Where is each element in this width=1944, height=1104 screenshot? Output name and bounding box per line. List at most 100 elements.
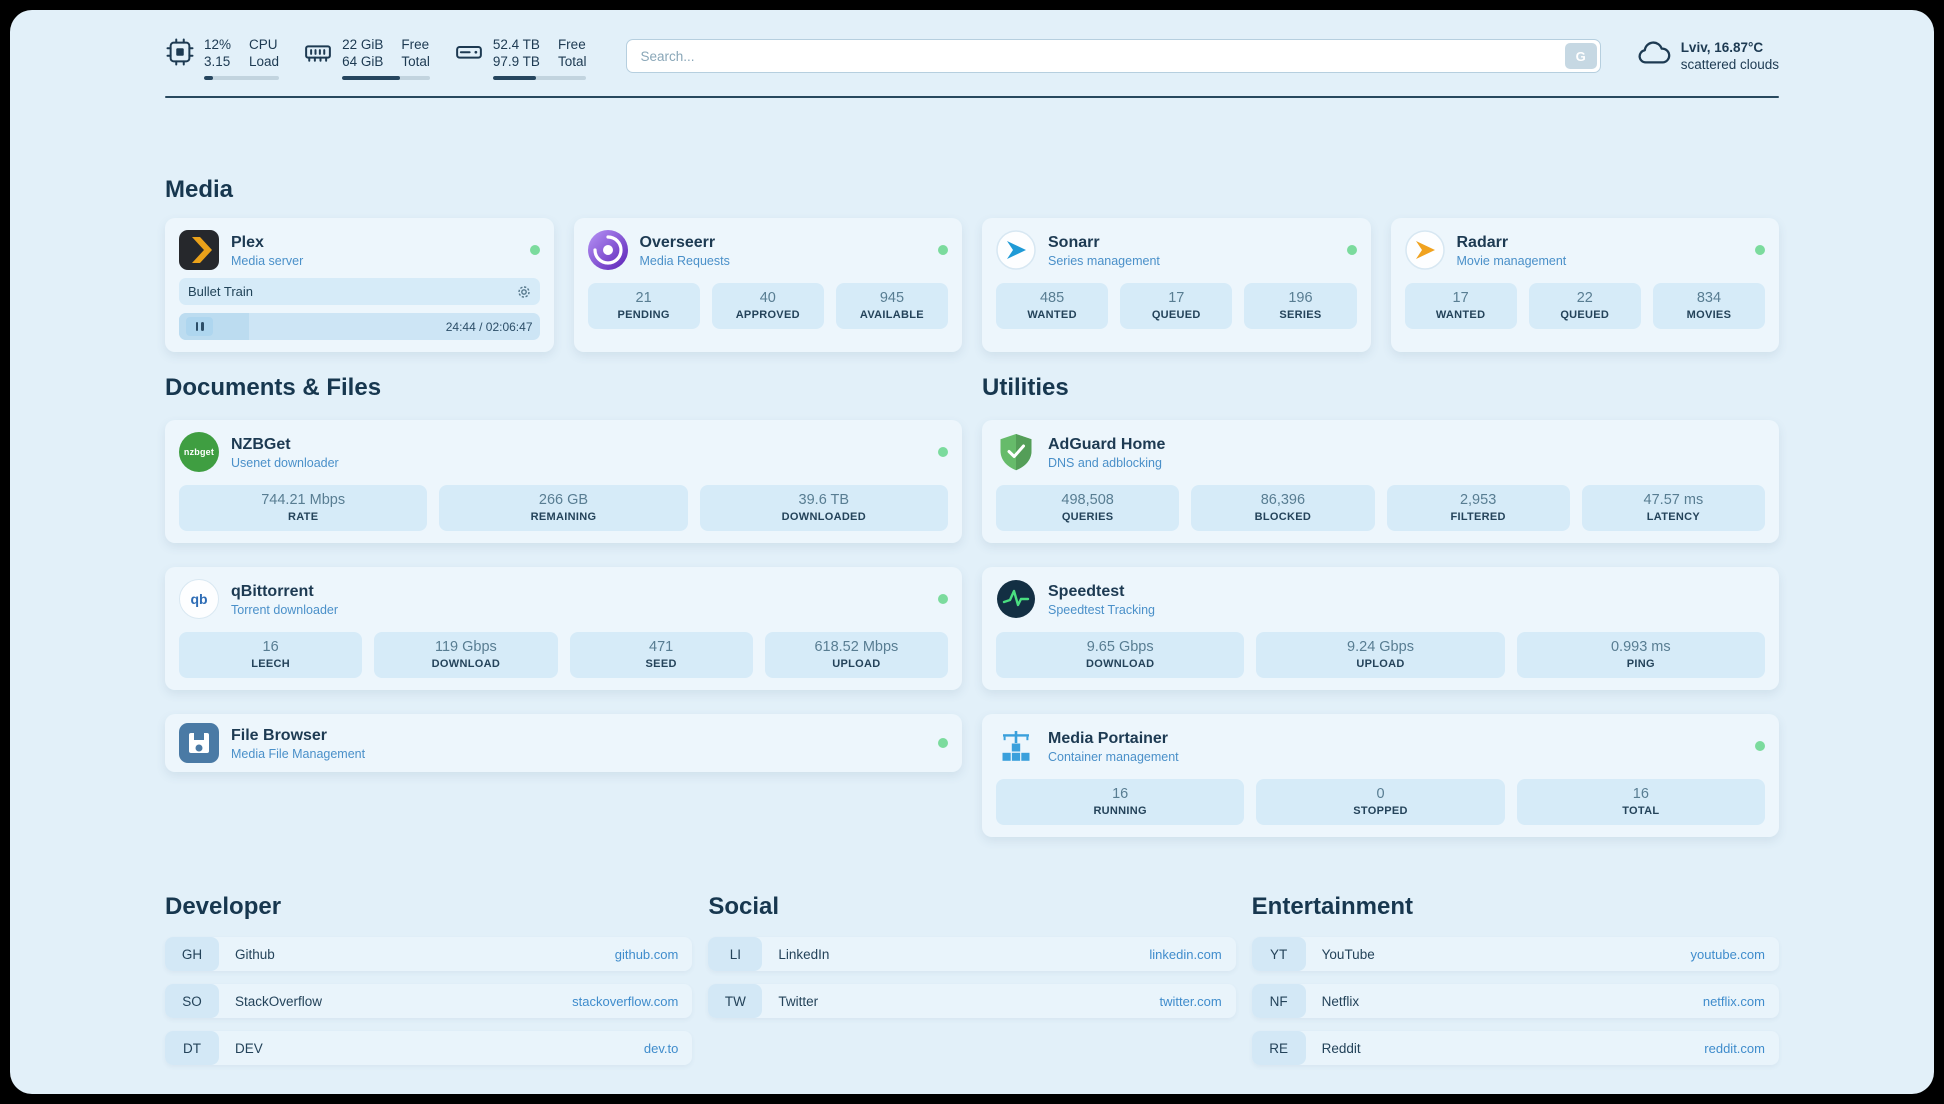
disk-widget: 52.4 TB 97.9 TB Free Total <box>454 36 587 80</box>
ram-total-label: Total <box>401 54 430 69</box>
stat-tile: 40 APPROVED <box>711 283 824 329</box>
bookmark-url: github.com <box>614 946 679 962</box>
stat-value: 266 GB <box>538 492 589 508</box>
playback-time: 24:44 / 02:06:47 <box>445 319 533 334</box>
stat-label: FILTERED <box>1450 511 1506 523</box>
stat-label: UPLOAD <box>832 658 881 670</box>
stat-label: BLOCKED <box>1254 511 1312 523</box>
bookmark-row-twitter[interactable]: TW Twitter twitter.com <box>708 984 1236 1018</box>
qbittorrent-icon: qb <box>179 579 219 619</box>
stat-label: REMAINING <box>530 511 597 523</box>
gear-icon[interactable] <box>517 285 531 299</box>
stat-label: WANTED <box>1435 309 1486 321</box>
stat-value: 471 <box>649 639 674 655</box>
cpu-usage-label: CPU <box>249 37 278 52</box>
stat-value: 17 <box>1168 290 1185 306</box>
bookmark-row-dev[interactable]: DT DEV dev.to <box>165 1031 693 1065</box>
dashboard-panel: 12% 3.15 CPU Load <box>10 10 1934 1094</box>
stat-value: 16 <box>1632 786 1649 802</box>
nzbget-card[interactable]: nzbget NZBGet Usenet downloader 744.21 M… <box>165 420 962 543</box>
app-subtitle: Speedtest Tracking <box>1048 602 1156 617</box>
cpu-stat-body: 12% 3.15 CPU Load <box>204 36 280 80</box>
bookmark-group-developer: Developer GH Github github.com SO StackO… <box>165 893 693 1078</box>
bookmark-url: twitter.com <box>1159 993 1222 1009</box>
stat-label: PENDING <box>617 309 670 321</box>
middle-columns: Documents & Files nzbget NZBGet Usenet d… <box>165 374 1779 837</box>
bookmark-row-youtube[interactable]: YT YouTube youtube.com <box>1251 937 1779 971</box>
app-subtitle: Movie management <box>1456 253 1567 268</box>
status-dot <box>938 447 948 457</box>
weather-widget: Lviv, 16.87°C scattered clouds <box>1637 39 1779 73</box>
stat-value: 618.52 Mbps <box>814 639 899 655</box>
system-stats: 12% 3.15 CPU Load <box>165 36 587 80</box>
stat-value: 40 <box>759 290 776 306</box>
bookmark-row-linkedin[interactable]: LI LinkedIn linkedin.com <box>708 937 1236 971</box>
sonarr-card[interactable]: Sonarr Series management 485 WANTED 17 Q… <box>982 218 1371 352</box>
stat-value: 498,508 <box>1061 492 1114 508</box>
disk-icon <box>456 46 482 59</box>
ram-widget: 22 GiB 64 GiB Free Total <box>303 36 430 80</box>
weather-condition: scattered clouds <box>1680 57 1779 72</box>
bookmark-row-github[interactable]: GH Github github.com <box>165 937 693 971</box>
plex-card[interactable]: Plex Media server Bullet Train <box>165 218 554 352</box>
weather-location: Lviv, 16.87°C <box>1680 40 1764 55</box>
stat-tile: 22 QUEUED <box>1528 283 1641 329</box>
search-engine-button[interactable]: G <box>1564 43 1597 69</box>
bookmark-group-entertainment: Entertainment YT YouTube youtube.com NF … <box>1251 893 1779 1078</box>
disk-total-value: 97.9 TB <box>492 54 540 69</box>
nzbget-icon: nzbget <box>179 432 219 472</box>
stat-label: QUEUED <box>1560 309 1610 321</box>
app-subtitle: Series management <box>1048 253 1160 268</box>
status-dot <box>1346 245 1357 255</box>
stat-tile: 744.21 Mbps RATE <box>179 485 428 531</box>
portainer-card[interactable]: Media Portainer Container management 16 … <box>982 714 1779 837</box>
stat-tile: 9.65 Gbps DOWNLOAD <box>996 632 1245 678</box>
disk-free-label: Free <box>557 37 586 52</box>
speedtest-icon <box>997 580 1035 618</box>
bookmark-url: linkedin.com <box>1149 946 1222 962</box>
cpu-load-value: 3.15 <box>204 54 231 69</box>
disk-free-value: 52.4 TB <box>492 37 540 52</box>
section-title-media: Media <box>165 176 234 203</box>
bookmark-abbr: YT <box>1251 937 1306 971</box>
filebrowser-card[interactable]: File Browser Media File Management <box>165 714 962 772</box>
cpu-meter <box>204 76 280 80</box>
stat-value: 9.65 Gbps <box>1086 639 1154 655</box>
bookmark-name: Github <box>235 946 275 962</box>
stat-value: 0.993 ms <box>1610 639 1671 655</box>
ram-meter <box>342 76 430 80</box>
section-title-entertainment: Entertainment <box>1251 893 1414 920</box>
radarr-card[interactable]: Radarr Movie management 17 WANTED 22 QUE… <box>1390 218 1779 352</box>
stat-label: QUEUED <box>1151 309 1201 321</box>
stat-label: RATE <box>288 511 319 523</box>
stat-tile: 945 AVAILABLE <box>835 283 949 329</box>
overseerr-card[interactable]: Overseerr Media Requests 21 PENDING 40 A… <box>573 218 962 352</box>
bookmark-name: Netflix <box>1321 993 1360 1009</box>
bookmark-row-stackoverflow[interactable]: SO StackOverflow stackoverflow.com <box>165 984 693 1018</box>
adguard-card[interactable]: AdGuard Home DNS and adblocking 498,508 … <box>982 420 1779 543</box>
qbittorrent-card[interactable]: qb qBittorrent Torrent downloader 16 LEE… <box>165 567 962 690</box>
stat-value: 196 <box>1288 290 1313 306</box>
status-dot <box>938 594 948 604</box>
bookmark-row-netflix[interactable]: NF Netflix netflix.com <box>1251 984 1779 1018</box>
app-name: Radarr <box>1456 233 1509 251</box>
search-input[interactable] <box>626 39 1601 73</box>
app-subtitle: DNS and adblocking <box>1048 455 1162 470</box>
stat-label: DOWNLOADED <box>781 511 866 523</box>
stat-value: 945 <box>879 290 905 306</box>
ram-free-value: 22 GiB <box>342 37 384 52</box>
ram-meter-fill <box>342 76 401 80</box>
stat-label: RUNNING <box>1093 805 1147 817</box>
pause-button[interactable] <box>186 317 213 336</box>
stat-label: TOTAL <box>1622 805 1660 817</box>
stat-label: STOPPED <box>1353 805 1408 817</box>
stat-label: PING <box>1626 658 1655 670</box>
bookmark-row-reddit[interactable]: RE Reddit reddit.com <box>1251 1031 1779 1065</box>
stat-tile: 16 LEECH <box>179 632 363 678</box>
section-utilities: Utilities AdGuard Home DNS and adblockin… <box>982 374 1779 837</box>
stat-label: LEECH <box>251 658 291 670</box>
stat-tile: 17 WANTED <box>1404 283 1517 329</box>
bookmark-name: StackOverflow <box>235 993 323 1009</box>
stat-tile: 618.52 Mbps UPLOAD <box>764 632 948 678</box>
speedtest-card[interactable]: Speedtest Speedtest Tracking 9.65 Gbps D… <box>982 567 1779 690</box>
